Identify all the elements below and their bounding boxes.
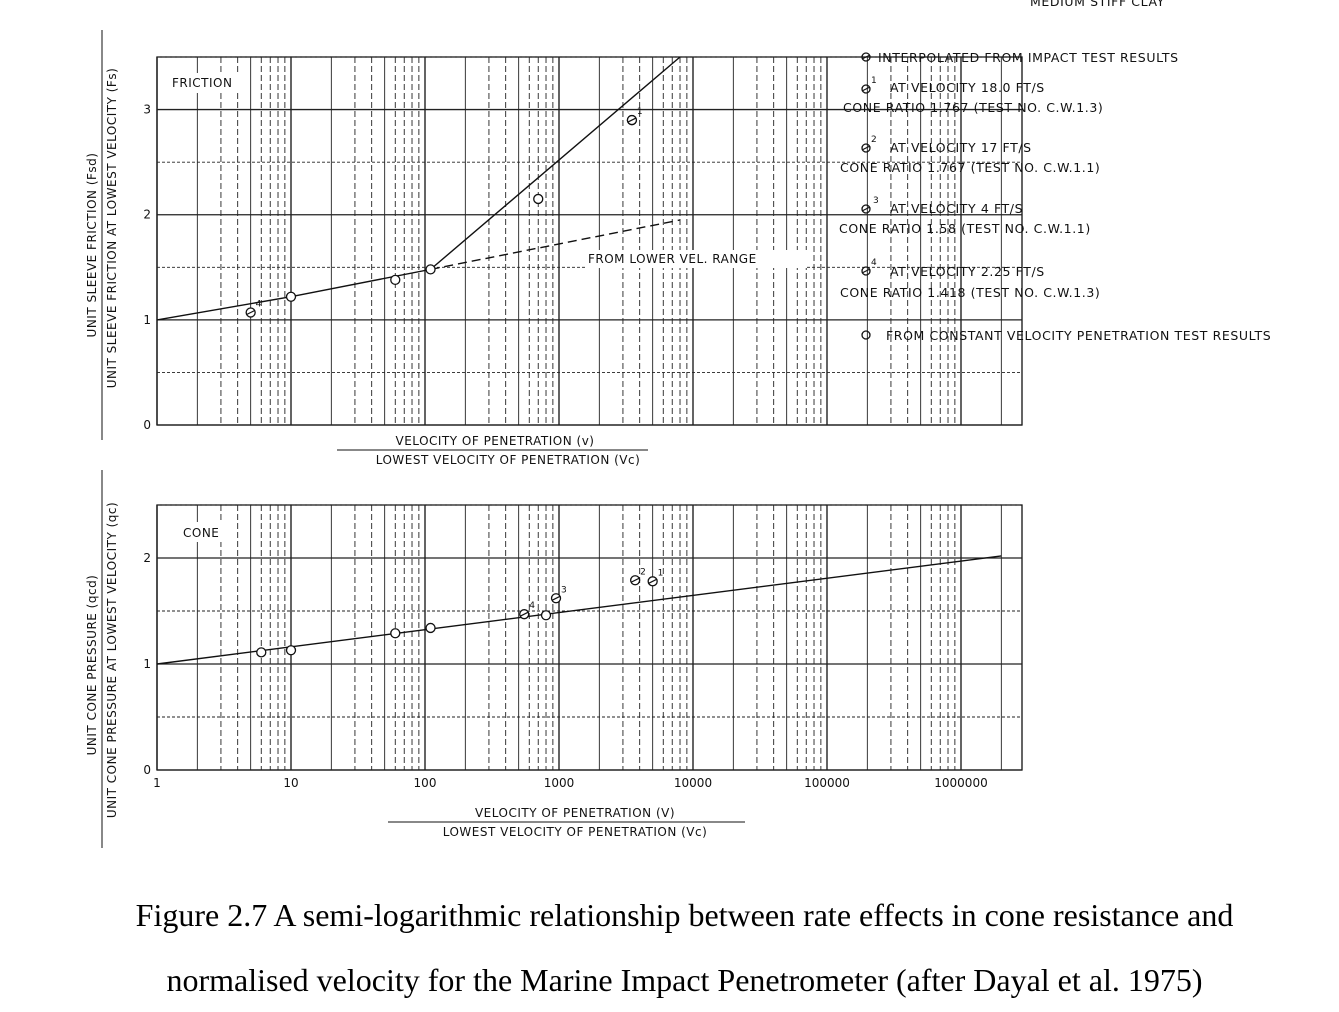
friction-y-label-top: UNIT SLEEVE FRICTION (Fsd) bbox=[85, 153, 99, 338]
friction-y-label-bottom: UNIT SLEEVE FRICTION AT LOWEST VELOCITY … bbox=[105, 68, 119, 389]
friction-series bbox=[156, 56, 681, 321]
cone-points: 4 3 2 1 bbox=[256, 567, 664, 658]
cone-constant-velocity-point bbox=[425, 622, 436, 634]
friction-constant-velocity-point bbox=[390, 274, 401, 286]
cone-x-tick-label: 1 bbox=[153, 776, 161, 790]
friction-interpolated-point-slash bbox=[246, 309, 255, 316]
cone-y-tick-label: 2 bbox=[143, 551, 151, 565]
cone-interpolated-point-slash bbox=[648, 578, 657, 584]
friction-annotation: FROM LOWER VEL. RANGE bbox=[588, 252, 757, 266]
cone-y-label-top: UNIT CONE PRESSURE (qcd) bbox=[85, 575, 99, 756]
cone-x-label-top: VELOCITY OF PENETRATION (V) bbox=[475, 806, 675, 820]
friction-y-tick-label: 0 bbox=[143, 418, 151, 432]
cone-y-tick-label: 1 bbox=[143, 657, 151, 671]
cone-x-tick-label: 100000 bbox=[804, 776, 850, 790]
friction-constant-velocity-point bbox=[285, 291, 297, 302]
friction-points: 41 bbox=[245, 107, 643, 318]
legend-item-2-marker: 2 bbox=[871, 135, 877, 145]
legend-item-3-line1: AT VELOCITY 4 FT/S bbox=[890, 201, 1023, 216]
legend-interpolated-title: INTERPOLATED FROM IMPACT TEST RESULTS bbox=[878, 50, 1179, 65]
friction-grid bbox=[156, 56, 1023, 426]
legend-item-2-line2: CONE RATIO 1.767 (TEST NO. C.W.1.1) bbox=[840, 160, 1100, 175]
legend-item-1: 1 AT VELOCITY 18.0 FT/S CONE RATIO 1.767… bbox=[843, 76, 1103, 115]
friction-y-tick-label: 1 bbox=[143, 313, 151, 327]
cone-interpolated-point-slash bbox=[630, 577, 640, 583]
cone-interpolated-point-label: 1 bbox=[658, 568, 664, 578]
friction-label-box bbox=[166, 73, 248, 93]
cone-constant-velocity-point bbox=[540, 610, 552, 621]
legend-item-1-line1: AT VELOCITY 18.0 FT/S bbox=[890, 80, 1045, 95]
cone-constant-velocity-point bbox=[285, 645, 297, 656]
cone-constant-velocity-point bbox=[256, 647, 267, 658]
friction-series-dashed bbox=[430, 219, 681, 271]
legend-item-4-line1: AT VELOCITY 2.25 FT/S bbox=[890, 264, 1045, 279]
legend-item-3-marker: 3 bbox=[873, 196, 879, 206]
legend-constant-title: FROM CONSTANT VELOCITY PENETRATION TEST … bbox=[886, 328, 1271, 343]
cone-x-ticks: 1 10 100 1000 10000 100000 1000000 bbox=[153, 776, 988, 790]
legend: INTERPOLATED FROM IMPACT TEST RESULTS 1 … bbox=[839, 50, 1271, 343]
cone-interpolated-point-label: 4 bbox=[529, 601, 535, 611]
legend-item-2-line1: AT VELOCITY 17 FT/S bbox=[890, 140, 1032, 155]
cone-plot-frame bbox=[156, 504, 1023, 771]
legend-item-4-line2: CONE RATIO 1.418 (TEST NO. C.W.1.3) bbox=[840, 285, 1100, 300]
friction-series-solid bbox=[156, 56, 681, 321]
annotation-box bbox=[585, 250, 807, 268]
cone-grid bbox=[156, 504, 1023, 771]
friction-x-label-bottom: LOWEST VELOCITY OF PENETRATION (Vc) bbox=[376, 453, 641, 467]
friction-interpolated-point-label: 1 bbox=[637, 107, 643, 117]
cone-series bbox=[156, 555, 1002, 665]
friction-y-ticks: 0 1 2 3 bbox=[143, 103, 151, 432]
cone-x-tick-label: 1000 bbox=[544, 776, 575, 790]
cone-y-tick-label: 0 bbox=[143, 763, 151, 777]
friction-x-label-top: VELOCITY OF PENETRATION (v) bbox=[396, 434, 595, 448]
friction-constant-velocity-point bbox=[533, 193, 544, 205]
friction-interpolated-point-slash bbox=[627, 117, 637, 123]
legend-item-3-line2: CONE RATIO 1.58 (TEST NO. C.W.1.1) bbox=[839, 221, 1091, 236]
cone-x-tick-label: 100 bbox=[414, 776, 437, 790]
cone-series-solid bbox=[156, 555, 1002, 665]
cone-y-ticks: 0 1 2 bbox=[143, 551, 151, 777]
cone-x-tick-label: 1000000 bbox=[934, 776, 987, 790]
legend-item-4-marker: 4 bbox=[871, 258, 877, 268]
cone-interpolated-point-label: 2 bbox=[640, 567, 646, 577]
cone-panel-label: CONE bbox=[183, 526, 219, 540]
friction-interpolated-point-label: 4 bbox=[256, 299, 262, 309]
friction-panel-label: FRICTION bbox=[172, 76, 232, 90]
legend-item-1-marker: 1 bbox=[871, 76, 877, 86]
cone-x-label-bottom: LOWEST VELOCITY OF PENETRATION (Vc) bbox=[443, 825, 708, 839]
figure-caption-line-2: normalised velocity for the Marine Impac… bbox=[166, 962, 1203, 998]
cone-interpolated-point-slash bbox=[519, 611, 529, 617]
cone-panel: 012 1 10 100 1000 10000 100000 1000000 432 1 CO… bbox=[85, 470, 1023, 848]
legend-interpolated-marker bbox=[861, 52, 871, 62]
header-fragment: MEDIUM STIFF CLAY bbox=[1030, 0, 1165, 9]
legend-constant-marker bbox=[861, 330, 871, 340]
cone-constant-velocity-point bbox=[390, 628, 401, 639]
cone-interpolated-point-label: 3 bbox=[561, 585, 567, 595]
legend-item-4: 4 AT VELOCITY 2.25 FT/S CONE RATIO 1.418… bbox=[840, 258, 1100, 300]
cone-y-label-bottom: UNIT CONE PRESSURE AT LOWEST VELOCITY (q… bbox=[105, 502, 119, 818]
friction-y-tick-label: 3 bbox=[143, 103, 151, 117]
cone-label-box bbox=[178, 522, 228, 542]
legend-item-2: 2 AT VELOCITY 17 FT/S CONE RATIO 1.767 (… bbox=[840, 135, 1100, 175]
legend-item-1-line2: CONE RATIO 1.767 (TEST NO. C.W.1.3) bbox=[843, 100, 1103, 115]
figure-caption-line-1: Figure 2.7 A semi-logarithmic relationsh… bbox=[135, 897, 1234, 933]
legend-item-3: 3 AT VELOCITY 4 FT/S CONE RATIO 1.58 (TE… bbox=[839, 196, 1091, 236]
friction-y-tick-label: 2 bbox=[143, 208, 151, 222]
cone-x-tick-label: 10000 bbox=[674, 776, 712, 790]
cone-x-tick-label: 10 bbox=[283, 776, 298, 790]
friction-constant-velocity-point bbox=[425, 264, 436, 275]
cone-interpolated-point-slash bbox=[551, 595, 561, 601]
